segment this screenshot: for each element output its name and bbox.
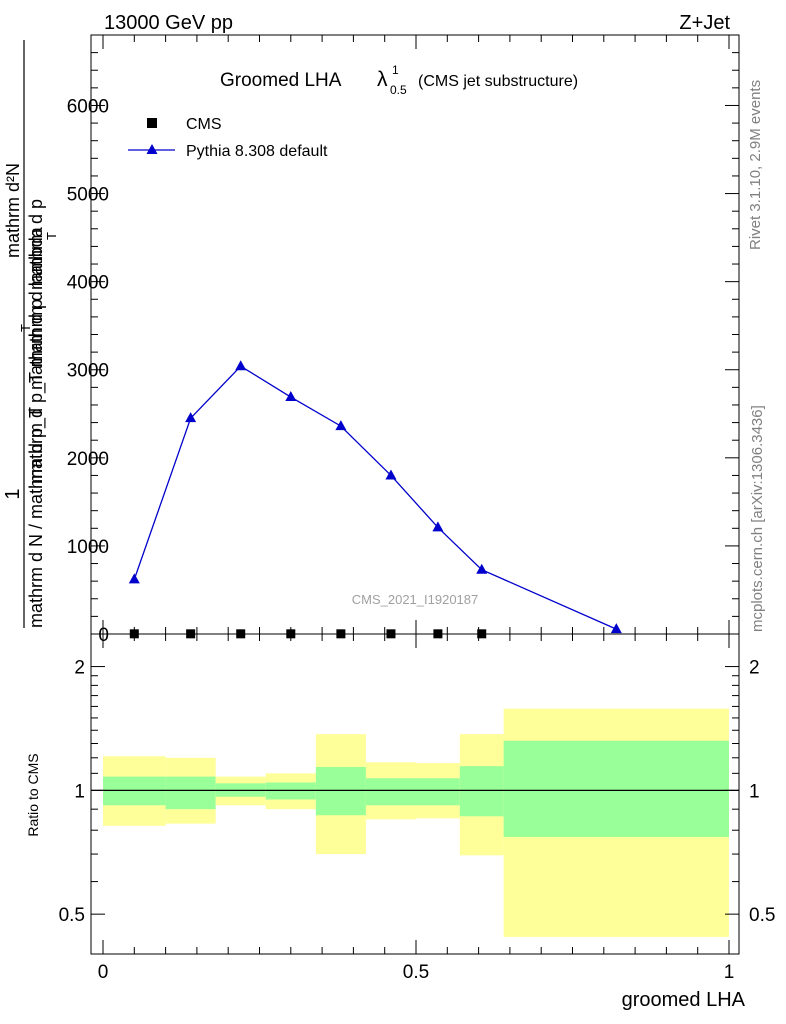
- pythia-marker: [432, 521, 444, 532]
- ratio-frame: [90, 633, 740, 955]
- main-y-tick-label: 2000: [67, 449, 109, 470]
- main-y-tick-label: 3000: [67, 361, 109, 382]
- ratio-y-tick-label: 2: [74, 658, 85, 679]
- mcplots-label: mcplots.cern.ch [arXiv:1306.3436]: [749, 405, 766, 632]
- ratio-stat-band: [165, 776, 216, 810]
- ratio-panel: 0.5 0.5 1 1 2 2 0 0.5 1 Ratio to CMS groomed LHA: [25, 633, 775, 1011]
- ylabel-right-denominator: mathrm d p_T mathrm d lambda: [26, 226, 47, 484]
- main-title: Groomed LHA λ 1 0.5 (CMS jet substructur…: [220, 58, 578, 99]
- legend-cms-marker: [147, 118, 157, 128]
- pythia-marker: [335, 420, 347, 431]
- analysis-label: CMS_2021_I1920187: [352, 592, 479, 607]
- ratio-stat-band: [459, 766, 504, 817]
- ratio-stat-band: [315, 766, 366, 816]
- main-axes: 0 1000 2000 3000 4000 5000 6000: [67, 34, 739, 646]
- legend: CMS Pythia 8.308 default: [128, 116, 328, 160]
- ratio-stat-band: [503, 740, 729, 838]
- main-y-tick-label: 6000: [67, 96, 109, 117]
- x-tick-label: 1: [724, 962, 735, 983]
- ylabel-overlay-sub-a: T: [18, 324, 33, 332]
- main-y-tick-label: 4000: [67, 273, 109, 294]
- main-y-tick-label: 5000: [67, 185, 109, 206]
- pythia-marker: [385, 469, 397, 480]
- pythia-marker: [235, 360, 247, 371]
- ylabel-overlay-sub-b: T: [44, 232, 59, 240]
- pythia-line: [133, 365, 617, 630]
- x-axis-label: groomed LHA: [622, 989, 746, 1011]
- pythia-marker: [285, 391, 297, 402]
- legend-cms-label: CMS: [186, 116, 222, 133]
- ratio-stat-band: [416, 778, 460, 806]
- legend-pythia-label: Pythia 8.308 default: [186, 143, 328, 160]
- main-y-axis-label: 1 mathrm d N / mathrm d p_T mathrm d²N m…: [2, 40, 59, 628]
- ylabel-overlay-a: mathrm d p: [26, 299, 46, 390]
- main-y-tick-label: 1000: [67, 537, 109, 558]
- ratio-stat-band: [365, 778, 416, 806]
- ylabel-overlay-b: mathrm d p: [26, 199, 46, 290]
- ratio-bands: [91, 708, 739, 937]
- main-y-tick-label: 0: [98, 625, 109, 646]
- ylabel-left-numerator: 1: [2, 488, 24, 499]
- ylabel-right-numerator: mathrm d²N: [3, 163, 23, 258]
- ratio-y-tick-label: 0.5: [59, 905, 85, 926]
- ratio-axes: 0.5 0.5 1 1 2 2 0 0.5 1: [59, 634, 775, 983]
- energy-label: 13000 GeV pp: [104, 12, 233, 34]
- main-panel: 0 1000 2000 3000 4000 5000 6000 Groomed LHA λ …: [2, 34, 740, 646]
- x-tick-label: 0: [98, 962, 109, 983]
- ylabel-left-denominator: mathrm d N / mathrm d p_T: [26, 407, 47, 628]
- ratio-y-tick-label-right: 1: [749, 781, 760, 802]
- pythia-marker: [476, 563, 488, 574]
- process-label: Z+Jet: [679, 12, 730, 34]
- pythia-marker: [128, 573, 140, 584]
- legend-pythia-marker: [146, 144, 158, 154]
- ratio-y-tick-label-right: 0.5: [749, 905, 775, 926]
- x-tick-label: 0.5: [403, 962, 429, 983]
- ratio-y-tick-label: 1: [74, 781, 85, 802]
- ratio-y-tick-label-right: 2: [749, 658, 760, 679]
- pythia-marker: [610, 623, 622, 634]
- rivet-label: Rivet 3.1.10, 2.9M events: [747, 80, 764, 250]
- pythia-marker: [185, 412, 197, 423]
- ratio-y-axis-label: Ratio to CMS: [25, 753, 41, 836]
- ratio-stat-band: [265, 782, 316, 800]
